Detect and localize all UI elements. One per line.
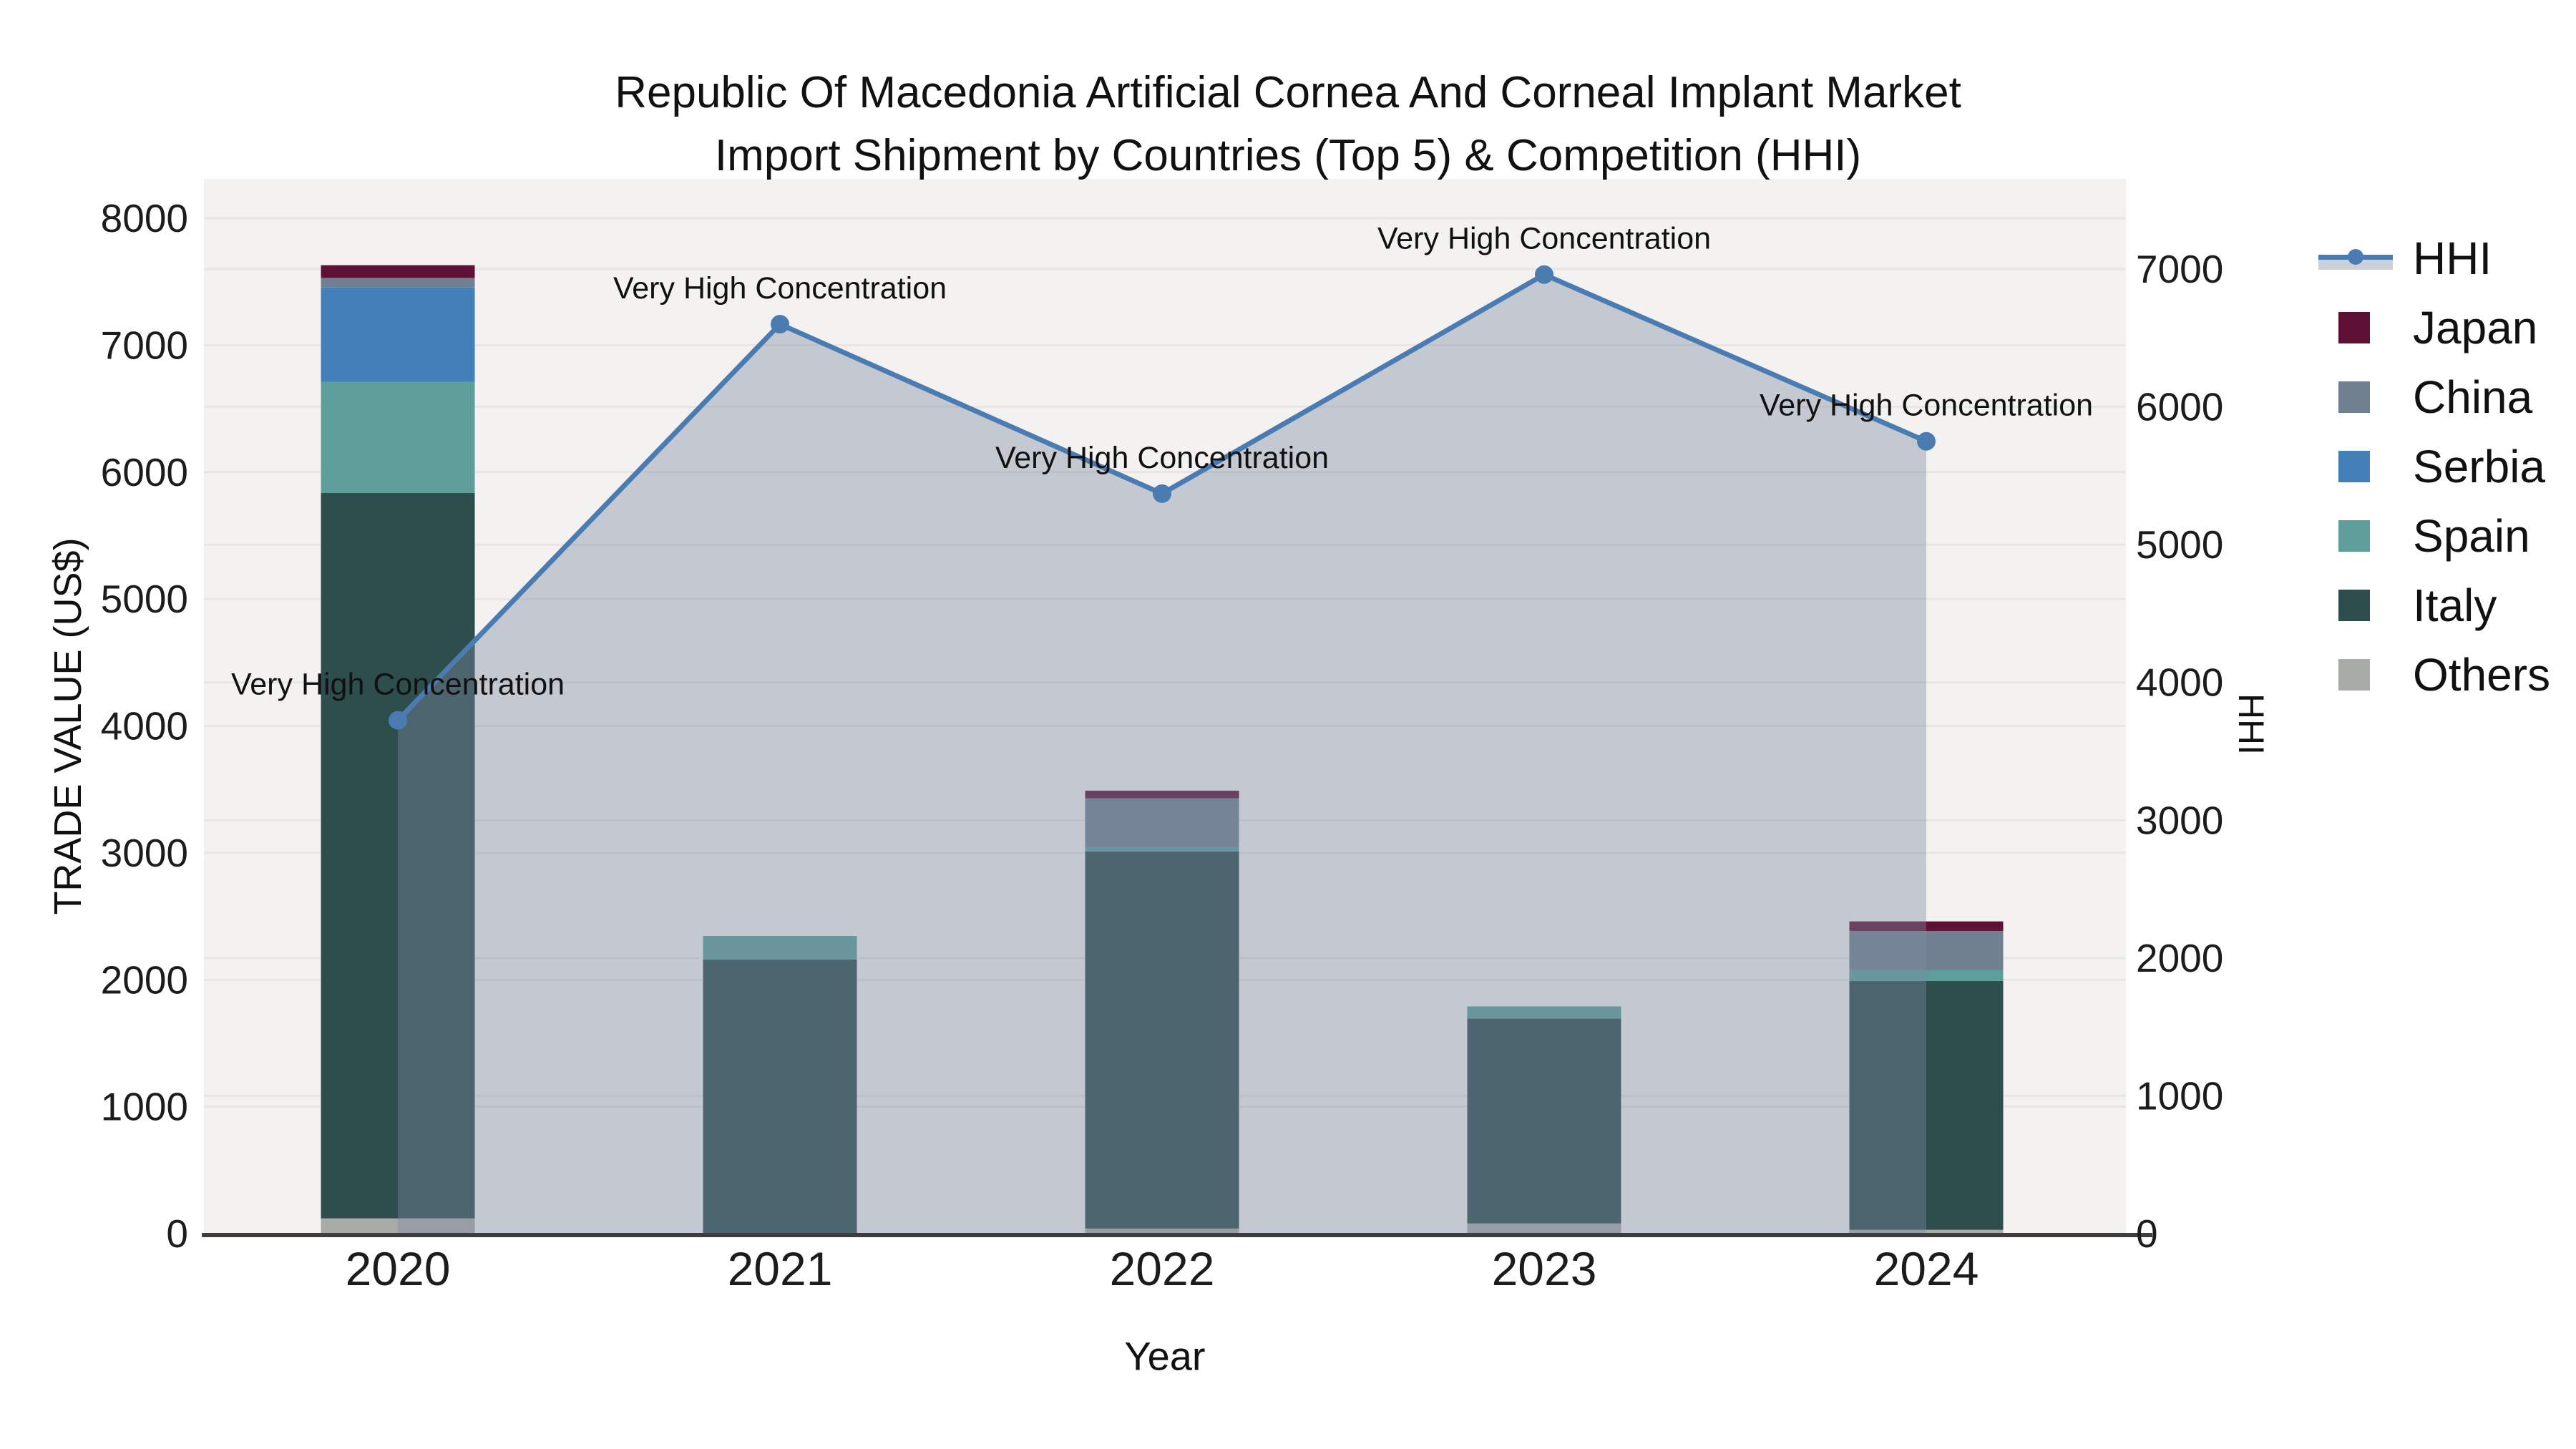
bar-segment-others-2024 (1849, 1229, 2004, 1234)
bar-segment-italy-2021 (703, 959, 857, 1234)
hhi-marker-2022 (1153, 484, 1171, 503)
bar-segment-spain-2022 (1085, 847, 1239, 852)
annotation-2024: Very High Concentration (1760, 389, 2093, 423)
left-axis-tick-5000: 5000 (101, 577, 188, 621)
left-axis-tick-3000: 3000 (101, 831, 188, 875)
bar-segment-spain-2024 (1849, 970, 2004, 982)
bar-segment-china-2024 (1849, 930, 2004, 970)
left-axis-tick-8000: 8000 (101, 196, 188, 240)
legend-label-japan: Japan (2413, 301, 2538, 353)
left-axis-tick-6000: 6000 (101, 450, 188, 494)
legend-color-square-italy (2338, 589, 2370, 621)
bar-segment-japan-2024 (1849, 921, 2004, 931)
bar-segment-italy-2024 (1849, 981, 2004, 1230)
legend-line-swatch (2318, 243, 2403, 274)
bar-segment-spain-2021 (703, 936, 857, 960)
legend-swatch-china (2318, 381, 2403, 413)
chart-title: Republic Of Macedonia Artificial Cornea … (0, 62, 2576, 187)
bar-segment-italy-2020 (321, 493, 475, 1219)
annotation-2021: Very High Concentration (613, 271, 947, 306)
annotation-2022: Very High Concentration (995, 441, 1329, 475)
legend-color-square-japan (2338, 311, 2370, 343)
left-axis-tick-4000: 4000 (101, 704, 188, 748)
left-axis-title: TRADE VALUE (US$) (47, 537, 89, 915)
legend-color-square-spain (2338, 519, 2370, 552)
bar-segment-china-2022 (1085, 798, 1239, 847)
left-axis-tick-2000: 2000 (101, 957, 188, 1002)
bar-segment-china-2020 (321, 278, 475, 288)
legend-swatch-others (2318, 658, 2403, 691)
legend-item-hhi: HHI (2318, 223, 2550, 293)
legend-swatch-japan (2318, 311, 2403, 343)
bar-segment-others-2023 (1467, 1223, 1621, 1234)
hhi-marker-2023 (1535, 265, 1553, 284)
hhi-marker-2020 (389, 711, 407, 730)
right-axis-tick-7000: 7000 (2136, 247, 2223, 291)
right-axis-tick-6000: 6000 (2136, 385, 2223, 429)
right-axis-title: HHI (2231, 693, 2271, 756)
bar-segment-others-2020 (321, 1218, 475, 1234)
bar-segment-serbia-2020 (321, 287, 475, 382)
annotation-2023: Very High Concentration (1377, 222, 1711, 256)
legend-color-square-serbia (2338, 450, 2370, 482)
chart-title-line1: Republic Of Macedonia Artificial Cornea … (615, 68, 1961, 117)
legend-item-spain: Spain (2318, 501, 2550, 570)
bar-segment-italy-2022 (1085, 852, 1239, 1229)
bar-segment-japan-2022 (1085, 790, 1239, 799)
legend-item-italy: Italy (2318, 570, 2550, 640)
left-axis-tick-7000: 7000 (101, 323, 188, 367)
x-axis-line (202, 1233, 2152, 1237)
annotation-2020: Very High Concentration (231, 668, 565, 702)
legend-label-hhi: HHI (2413, 232, 2492, 284)
x-axis-tick-2022: 2022 (1110, 1242, 1215, 1295)
legend-swatch-serbia (2318, 450, 2403, 482)
legend: HHI Japan China Serbia Spain Italy Others (2318, 223, 2550, 709)
bar-segment-spain-2023 (1467, 1006, 1621, 1019)
legend-item-serbia: Serbia (2318, 431, 2550, 501)
legend-item-china: China (2318, 362, 2550, 431)
hhi-marker-2024 (1917, 431, 1936, 451)
x-axis-tick-2021: 2021 (728, 1242, 833, 1295)
legend-label-italy: Italy (2413, 579, 2497, 631)
bar-segment-others-2022 (1085, 1228, 1239, 1234)
legend-swatch-italy (2318, 589, 2403, 621)
right-axis-tick-5000: 5000 (2136, 522, 2223, 567)
legend-item-others: Others (2318, 640, 2550, 709)
bar-segment-japan-2020 (321, 265, 475, 278)
left-axis-tick-1000: 1000 (101, 1085, 188, 1129)
legend-label-serbia: Serbia (2413, 440, 2545, 492)
right-axis-tick-3000: 3000 (2136, 798, 2223, 842)
legend-label-spain: Spain (2413, 509, 2530, 562)
legend-label-others: Others (2413, 648, 2551, 701)
right-axis-tick-2000: 2000 (2136, 936, 2223, 980)
right-axis-tick-1000: 1000 (2136, 1073, 2223, 1118)
hhi-marker-2021 (771, 315, 789, 334)
legend-color-square-others (2338, 658, 2370, 691)
x-axis-tick-2023: 2023 (1492, 1242, 1597, 1295)
bar-segment-italy-2023 (1467, 1018, 1621, 1224)
hhi-area (398, 274, 1926, 1234)
chart-title-line2: Import Shipment by Countries (Top 5) & C… (714, 131, 1862, 180)
hhi-line-swatch-icon (2318, 243, 2393, 274)
legend-color-square-china (2338, 381, 2370, 413)
legend-swatch-spain (2318, 519, 2403, 552)
x-axis-title: Year (1124, 1333, 1206, 1379)
right-axis-tick-0: 0 (2136, 1211, 2158, 1256)
right-axis-tick-4000: 4000 (2136, 660, 2223, 705)
bar-segment-spain-2020 (321, 381, 475, 494)
hhi-marker-icon (2348, 248, 2363, 265)
legend-label-china: China (2413, 371, 2533, 423)
x-axis-tick-2020: 2020 (346, 1242, 451, 1295)
x-axis-tick-2024: 2024 (1874, 1242, 1979, 1295)
left-axis-tick-0: 0 (166, 1211, 188, 1256)
legend-item-japan: Japan (2318, 293, 2550, 362)
